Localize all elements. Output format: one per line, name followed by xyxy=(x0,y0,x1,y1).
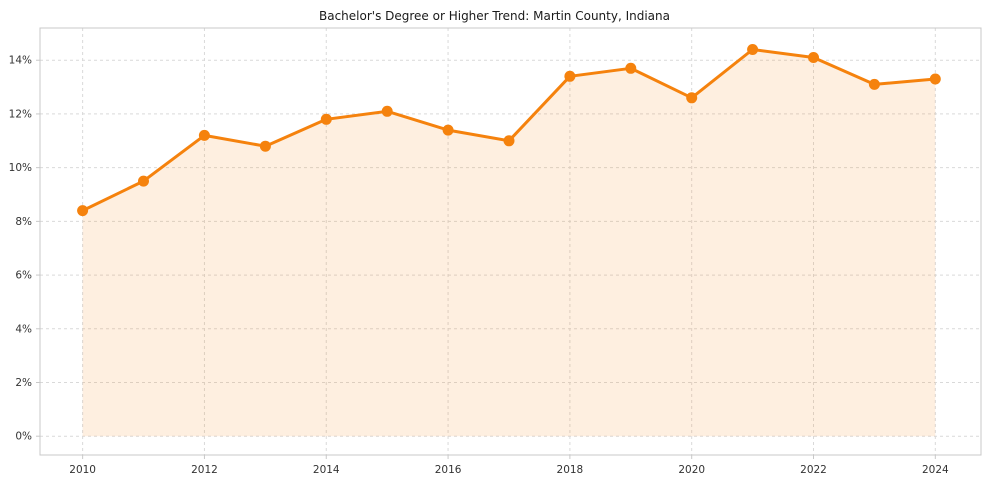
data-point-marker xyxy=(868,78,880,90)
y-axis-tick-label: 14% xyxy=(9,55,32,67)
data-point-marker xyxy=(198,129,210,141)
data-point-marker xyxy=(259,140,271,152)
data-point-marker xyxy=(138,175,149,187)
x-axis-tick-label: 2012 xyxy=(191,464,218,476)
data-point-marker xyxy=(686,92,698,104)
data-point-marker xyxy=(747,44,759,55)
chart-title: Bachelor's Degree or Higher Trend: Marti… xyxy=(318,9,670,23)
area-fill xyxy=(82,49,936,437)
y-axis-tick-label: 12% xyxy=(9,108,32,120)
x-axis-tick-label: 2010 xyxy=(69,464,96,476)
data-point-marker xyxy=(381,105,393,117)
x-axis-tick-label: 2018 xyxy=(557,464,584,476)
axes-border xyxy=(39,27,982,456)
data-point-marker xyxy=(625,62,637,74)
y-axis-tick-label: 8% xyxy=(15,216,32,228)
data-point-marker xyxy=(808,52,819,63)
data-point-marker xyxy=(503,135,515,147)
y-axis-tick-label: 4% xyxy=(15,323,32,335)
data-point-marker xyxy=(77,205,89,217)
y-axis-tick-label: 6% xyxy=(15,270,32,282)
x-axis-tick-label: 2022 xyxy=(800,464,827,476)
data-point-marker xyxy=(929,73,941,85)
x-axis-tick-label: 2016 xyxy=(435,464,462,476)
data-point-marker xyxy=(564,70,576,82)
y-axis-tick-label: 2% xyxy=(15,377,32,389)
data-point-marker xyxy=(442,124,454,136)
x-axis-tick-label: 2014 xyxy=(313,464,340,476)
y-axis-tick-label: 10% xyxy=(9,162,32,174)
x-axis-tick-label: 2020 xyxy=(678,464,705,476)
data-point-marker xyxy=(320,113,332,125)
y-axis-tick-label: 0% xyxy=(15,431,32,443)
x-axis-tick-label: 2024 xyxy=(922,464,949,476)
